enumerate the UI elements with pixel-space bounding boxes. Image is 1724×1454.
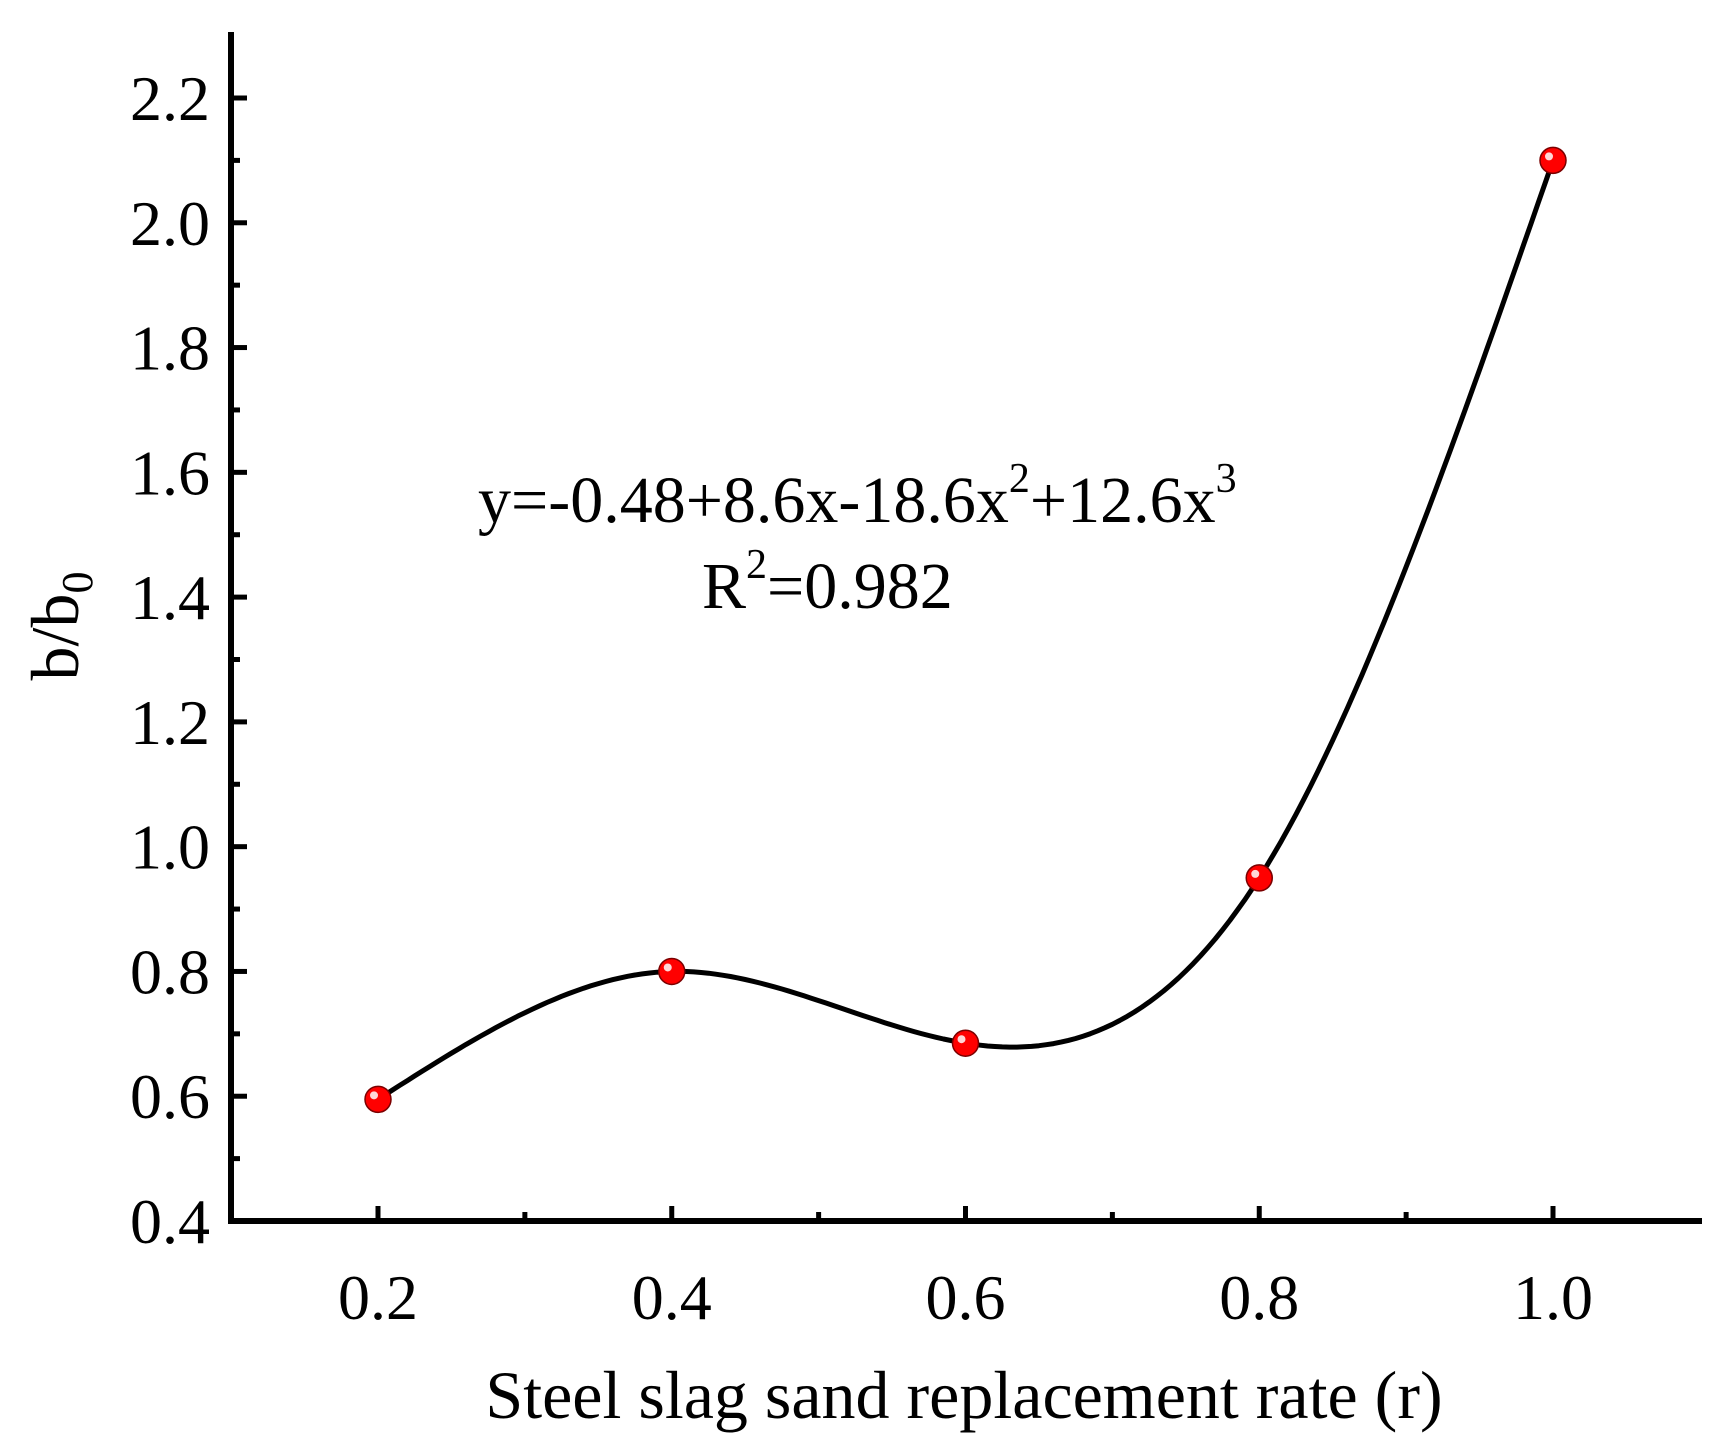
y-tick-label: 1.6 [130,437,210,508]
fit-curve [376,159,1556,1102]
y-tick-label: 0.8 [130,936,210,1007]
x-tick-label: 0.8 [1219,1262,1299,1333]
data-point [1539,146,1567,175]
data-point-highlight [663,963,672,972]
data-point-highlight [957,1035,966,1044]
x-axis-title: Steel slag sand replacement rate (r) [485,1357,1442,1433]
x-tick-label: 0.6 [926,1262,1006,1333]
y-tick-label: 0.6 [130,1061,210,1132]
r-squared-exp: 2 [746,542,767,588]
data-point [364,1085,392,1114]
y-tick-label: 2.0 [130,188,210,259]
fit-layer [376,159,1556,1102]
fit-equation-prefix: y=-0.48+8.6x-18.6x [478,464,1009,537]
y-axis-title-subscript: 0 [53,572,102,594]
fit-equation-exp2: 2 [1009,456,1030,502]
y-axis-title: b/b0 [17,572,102,681]
ticks: 0.2 0.4 0.6 0.8 1.0 0.4 0.6 0.8 1.0 1.2 1.4 1.6 1.8 2… [130,63,1593,1333]
data-point [658,957,686,986]
data-point [1245,864,1273,892]
data-point-highlight [370,1091,378,1100]
points-layer [364,146,1567,1114]
y-tick-label: 1.8 [130,313,210,384]
data-point-highlight [1251,869,1260,878]
y-tick-label: 1.2 [130,687,210,758]
r-squared-value: =0.982 [767,550,953,623]
data-point [951,1029,980,1057]
x-tick-label: 0.4 [632,1262,712,1333]
r-squared: R2=0.982 [702,542,953,623]
fit-equation-exp3: 3 [1216,456,1237,502]
y-tick-label: 2.2 [130,63,210,134]
r-squared-base: R [702,550,746,623]
fit-equation: y=-0.48+8.6x-18.6x2+12.6x3 [478,456,1237,537]
y-tick-label: 1.4 [130,562,210,633]
x-tick-label: 1.0 [1513,1262,1593,1333]
fit-equation-mid: +12.6x [1030,464,1216,537]
x-tick-label: 0.2 [338,1262,418,1333]
data-point-highlight [1545,152,1553,161]
y-tick-label: 1.0 [130,812,210,883]
y-tick-label: 0.4 [130,1186,210,1257]
y-axis-title-main: b/b [17,594,93,681]
